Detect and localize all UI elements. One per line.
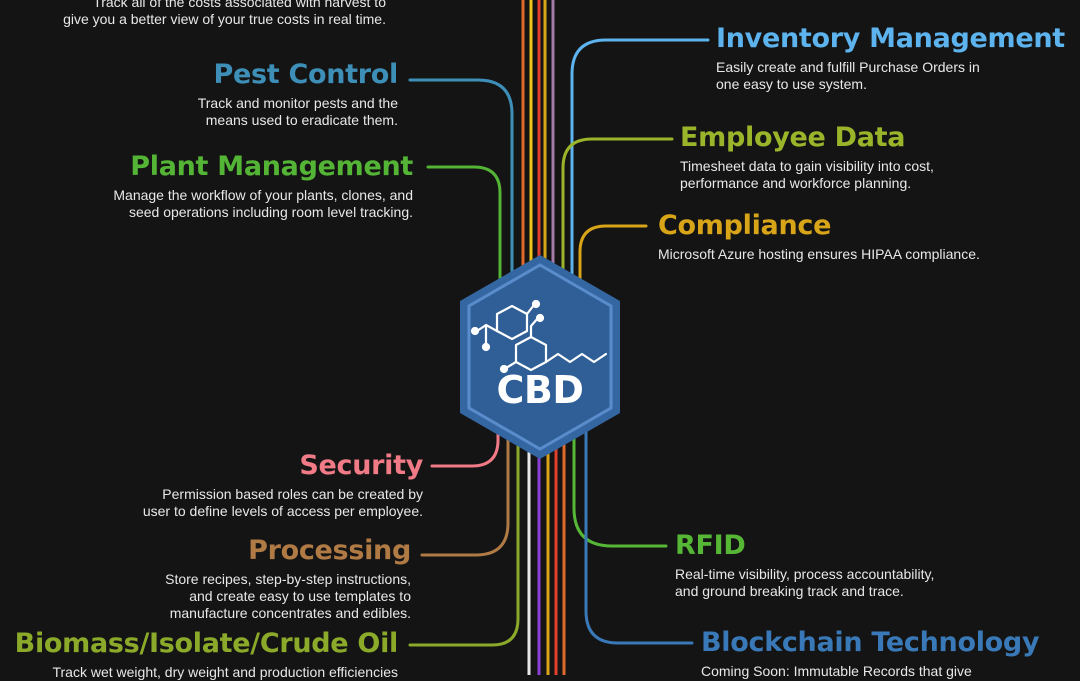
desc-line: Track wet weight, dry weight and product… xyxy=(52,664,398,680)
feature-title: Inventory Management xyxy=(716,23,1065,54)
connector-employee xyxy=(561,137,674,302)
desc-line: Permission based roles can be created by xyxy=(162,486,423,502)
feature-desc: Microsoft Azure hosting ensures HIPAA co… xyxy=(658,246,1058,263)
feature-biomass: Biomass/Isolate/Crude Oil Track wet weig… xyxy=(0,628,399,681)
feature-title: Pest Control xyxy=(213,59,399,90)
desc-line: and create easy to use templates to xyxy=(189,588,411,604)
feature-title: Employee Data xyxy=(680,122,906,153)
desc-line: Store recipes, step-by-step instructions… xyxy=(165,571,411,587)
feature-title: Blockchain Technology xyxy=(701,627,1040,658)
feature-security: Security Permission based roles can be c… xyxy=(60,450,423,520)
feature-inventory: Inventory Management Easily create and f… xyxy=(716,23,1076,93)
feature-compliance: Compliance Microsoft Azure hosting ensur… xyxy=(658,210,1058,263)
feature-rfid: RFID Real-time visibility, process accou… xyxy=(675,530,1035,600)
cbd-molecule-icon xyxy=(470,299,608,374)
feature-desc: Track wet weight, dry weight and product… xyxy=(0,664,398,681)
desc-line: give you a better view of your true cost… xyxy=(63,11,386,27)
desc-line: user to define levels of access per empl… xyxy=(142,503,423,519)
feature-employee: Employee Data Timesheet data to gain vis… xyxy=(680,122,1040,192)
feature-desc: Easily create and fulfill Purchase Order… xyxy=(716,59,1076,93)
desc-line: performance and workforce planning. xyxy=(680,175,912,191)
desc-line: seed operations including room level tra… xyxy=(128,204,413,220)
feature-desc: Manage the workflow of your plants, clon… xyxy=(60,187,413,221)
feature-plant-management: Plant Management Manage the workflow of … xyxy=(60,151,413,221)
feature-title: Security xyxy=(299,450,423,481)
desc-line: and ground breaking track and trace. xyxy=(675,583,904,599)
feature-blockchain: Blockchain Technology Coming Soon: Immut… xyxy=(701,627,1076,680)
connector-inventory xyxy=(570,38,710,302)
cbd-hexagon xyxy=(460,255,620,459)
feature-title: RFID xyxy=(675,530,746,561)
feature-desc: Coming Soon: Immutable Records that give xyxy=(701,663,1076,680)
connector-rfid xyxy=(572,418,668,548)
connector-security xyxy=(430,423,500,468)
desc-line: Track all of the costs associated with h… xyxy=(93,0,386,10)
feature-desc: Track and monitor pests and the means us… xyxy=(98,95,398,129)
desc-line: Manage the workflow of your plants, clon… xyxy=(113,187,413,203)
feature-pest-control: Pest Control Track and monitor pests and… xyxy=(98,59,399,129)
connector-biomass xyxy=(408,418,520,647)
feature-desc: Permission based roles can be created by… xyxy=(60,486,423,520)
feature-title: Processing xyxy=(248,535,411,566)
desc-line: Timesheet data to gain visibility into c… xyxy=(680,158,934,174)
desc-line: Real-time visibility, process accountabi… xyxy=(675,566,935,582)
desc-line: Coming Soon: Immutable Records that give xyxy=(701,663,972,679)
feature-harvest-desc: Track all of the costs associated with h… xyxy=(20,0,386,28)
connector-compliance xyxy=(578,224,648,292)
hub-label: CBD xyxy=(496,368,584,412)
feature-title: Compliance xyxy=(658,210,832,241)
desc-line: Track and monitor pests and the xyxy=(197,95,398,111)
connector-pest-control xyxy=(408,78,514,292)
desc-line: one easy to use system. xyxy=(716,76,867,92)
desc-line: Microsoft Azure hosting ensures HIPAA co… xyxy=(658,246,980,262)
feature-desc: Real-time visibility, process accountabi… xyxy=(675,566,1035,600)
desc-line: means used to eradicate them. xyxy=(205,112,398,128)
connector-processing xyxy=(420,418,510,557)
feature-desc: Timesheet data to gain visibility into c… xyxy=(680,158,1040,192)
desc-line: manufacture concentrates and edibles. xyxy=(169,605,411,621)
feature-title: Plant Management xyxy=(130,151,413,182)
feature-harvest: Track all of the costs associated with h… xyxy=(20,0,386,28)
feature-title: Biomass/Isolate/Crude Oil xyxy=(14,628,399,659)
connector-blockchain xyxy=(584,418,694,645)
feature-desc: Store recipes, step-by-step instructions… xyxy=(60,571,411,622)
desc-line: Easily create and fulfill Purchase Order… xyxy=(716,59,980,75)
connector-plant-management xyxy=(426,165,502,302)
feature-processing: Processing Store recipes, step-by-step i… xyxy=(60,535,411,622)
